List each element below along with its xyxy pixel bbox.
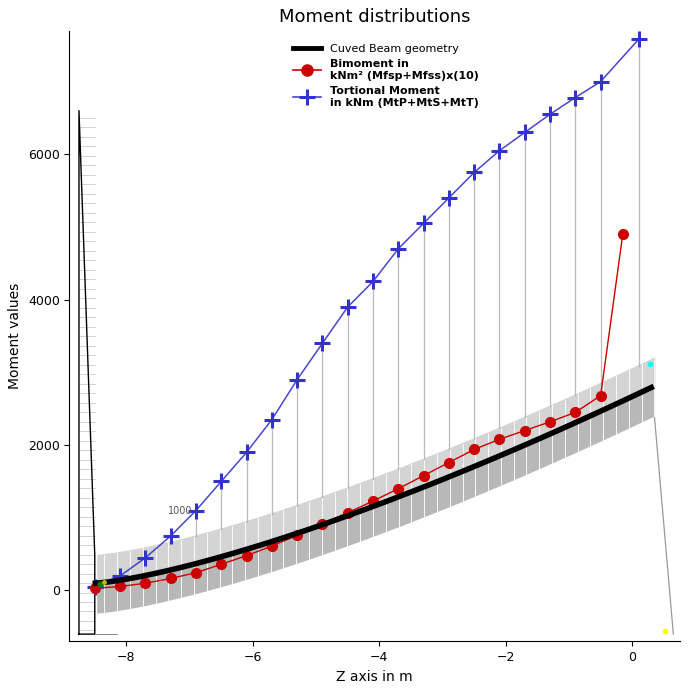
Text: 1000: 1000 [167,506,192,516]
Polygon shape [79,111,95,634]
Title: Moment distributions: Moment distributions [279,8,471,26]
Y-axis label: Moment values: Moment values [8,283,22,389]
Legend: Cuved Beam geometry, Bimoment in
kNm² (Mfsp+Mfss)x(10), Tortional Moment
in kNm : Cuved Beam geometry, Bimoment in kNm² (M… [288,39,483,113]
X-axis label: Z axis in m: Z axis in m [336,670,413,684]
